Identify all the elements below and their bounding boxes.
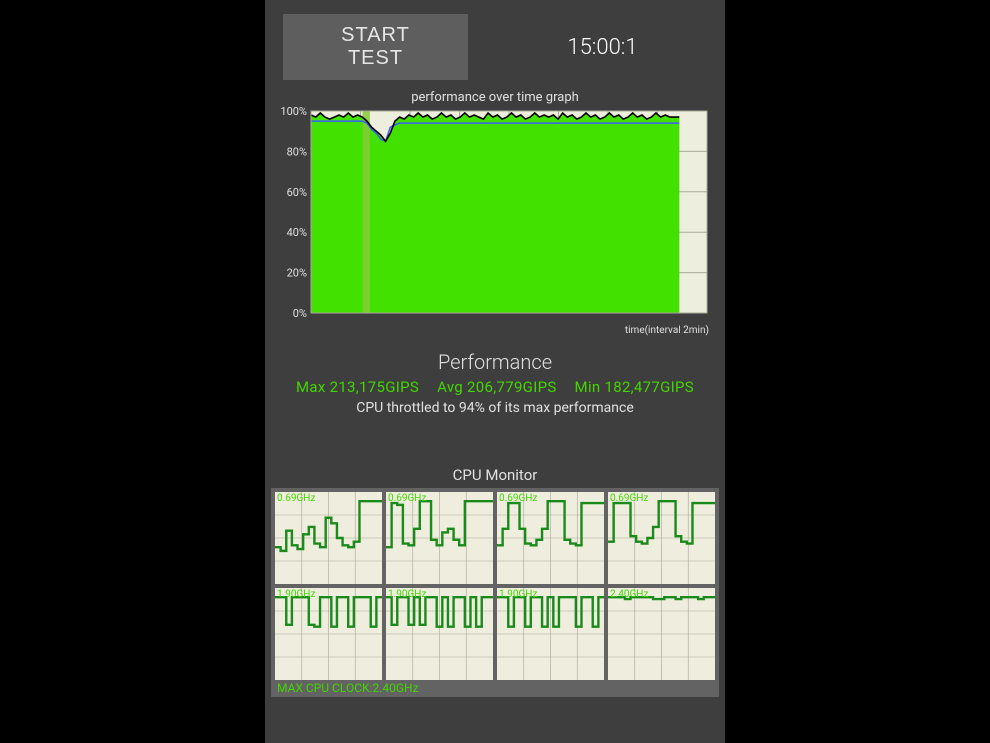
performance-chart-section: performance over time graph 0% 20% 40% 60% 8… [265, 90, 725, 336]
perf-max: Max 213,175GIPS [296, 378, 419, 396]
cpu-grid: 0.69GHz 0.69GHz 0.69GHz 0.69GHz 1.90GHz 1.90G… [275, 492, 715, 680]
timer-display: 15:00:1 [498, 35, 707, 60]
performance-heading: Performance [265, 350, 725, 374]
cpu-core-cell: 0.69GHz [497, 492, 604, 584]
cpu-core-label: 1.90GHz [499, 589, 537, 600]
perf-min: Min 182,477GIPS [575, 378, 694, 396]
performance-stats-row: Max 213,175GIPS Avg 206,779GIPS Min 182,… [265, 378, 725, 396]
cpu-core-label: 2.40GHz [610, 589, 648, 600]
cpu-core-cell: 1.90GHz [497, 588, 604, 680]
app-panel: START TEST 15:00:1 performance over time… [265, 0, 725, 743]
cpu-core-cell: 0.69GHz [386, 492, 493, 584]
cpu-monitor-section: CPU Monitor 0.69GHz0.69GHz0.69GHz0.69GHz… [265, 466, 725, 703]
cpu-grid-wrap: 0.69GHz 0.69GHz 0.69GHz 0.69GHz 1.90GHz 1.90G… [271, 488, 719, 697]
cpu-core-label: 0.69GHz [610, 493, 648, 504]
cpu-core-cell: 1.90GHz [275, 588, 382, 680]
svg-text:40%: 40% [287, 226, 307, 239]
cpu-core-label: 0.69GHz [388, 493, 426, 504]
cpu-core-label: 0.69GHz [499, 493, 537, 504]
start-test-button[interactable]: START TEST [283, 14, 468, 80]
cpu-core-label: 1.90GHz [388, 589, 426, 600]
svg-text:100%: 100% [280, 107, 307, 118]
max-cpu-clock-label: MAX CPU CLOCK:2.40GHz [275, 680, 715, 697]
cpu-monitor-heading: CPU Monitor [271, 466, 719, 484]
svg-text:80%: 80% [287, 145, 307, 158]
cpu-core-cell: 1.90GHz [386, 588, 493, 680]
performance-chart: 0% 20% 40% 60% 80% 100% [271, 107, 719, 327]
cpu-core-cell: 2.40GHz [608, 588, 715, 680]
svg-text:20%: 20% [287, 267, 307, 280]
top-bar: START TEST 15:00:1 [265, 0, 725, 90]
cpu-core-label: 0.69GHz [277, 493, 315, 504]
performance-chart-title: performance over time graph [271, 90, 719, 105]
cpu-core-cell: 0.69GHz [275, 492, 382, 584]
cpu-core-cell: 0.69GHz [608, 492, 715, 584]
cpu-core-label: 1.90GHz [277, 589, 315, 600]
svg-text:60%: 60% [287, 186, 307, 199]
svg-text:0%: 0% [293, 307, 307, 320]
perf-avg: Avg 206,779GIPS [437, 378, 556, 396]
throttle-text: CPU throttled to 94% of its max performa… [265, 400, 725, 416]
performance-summary: Performance Max 213,175GIPS Avg 206,779G… [265, 350, 725, 416]
